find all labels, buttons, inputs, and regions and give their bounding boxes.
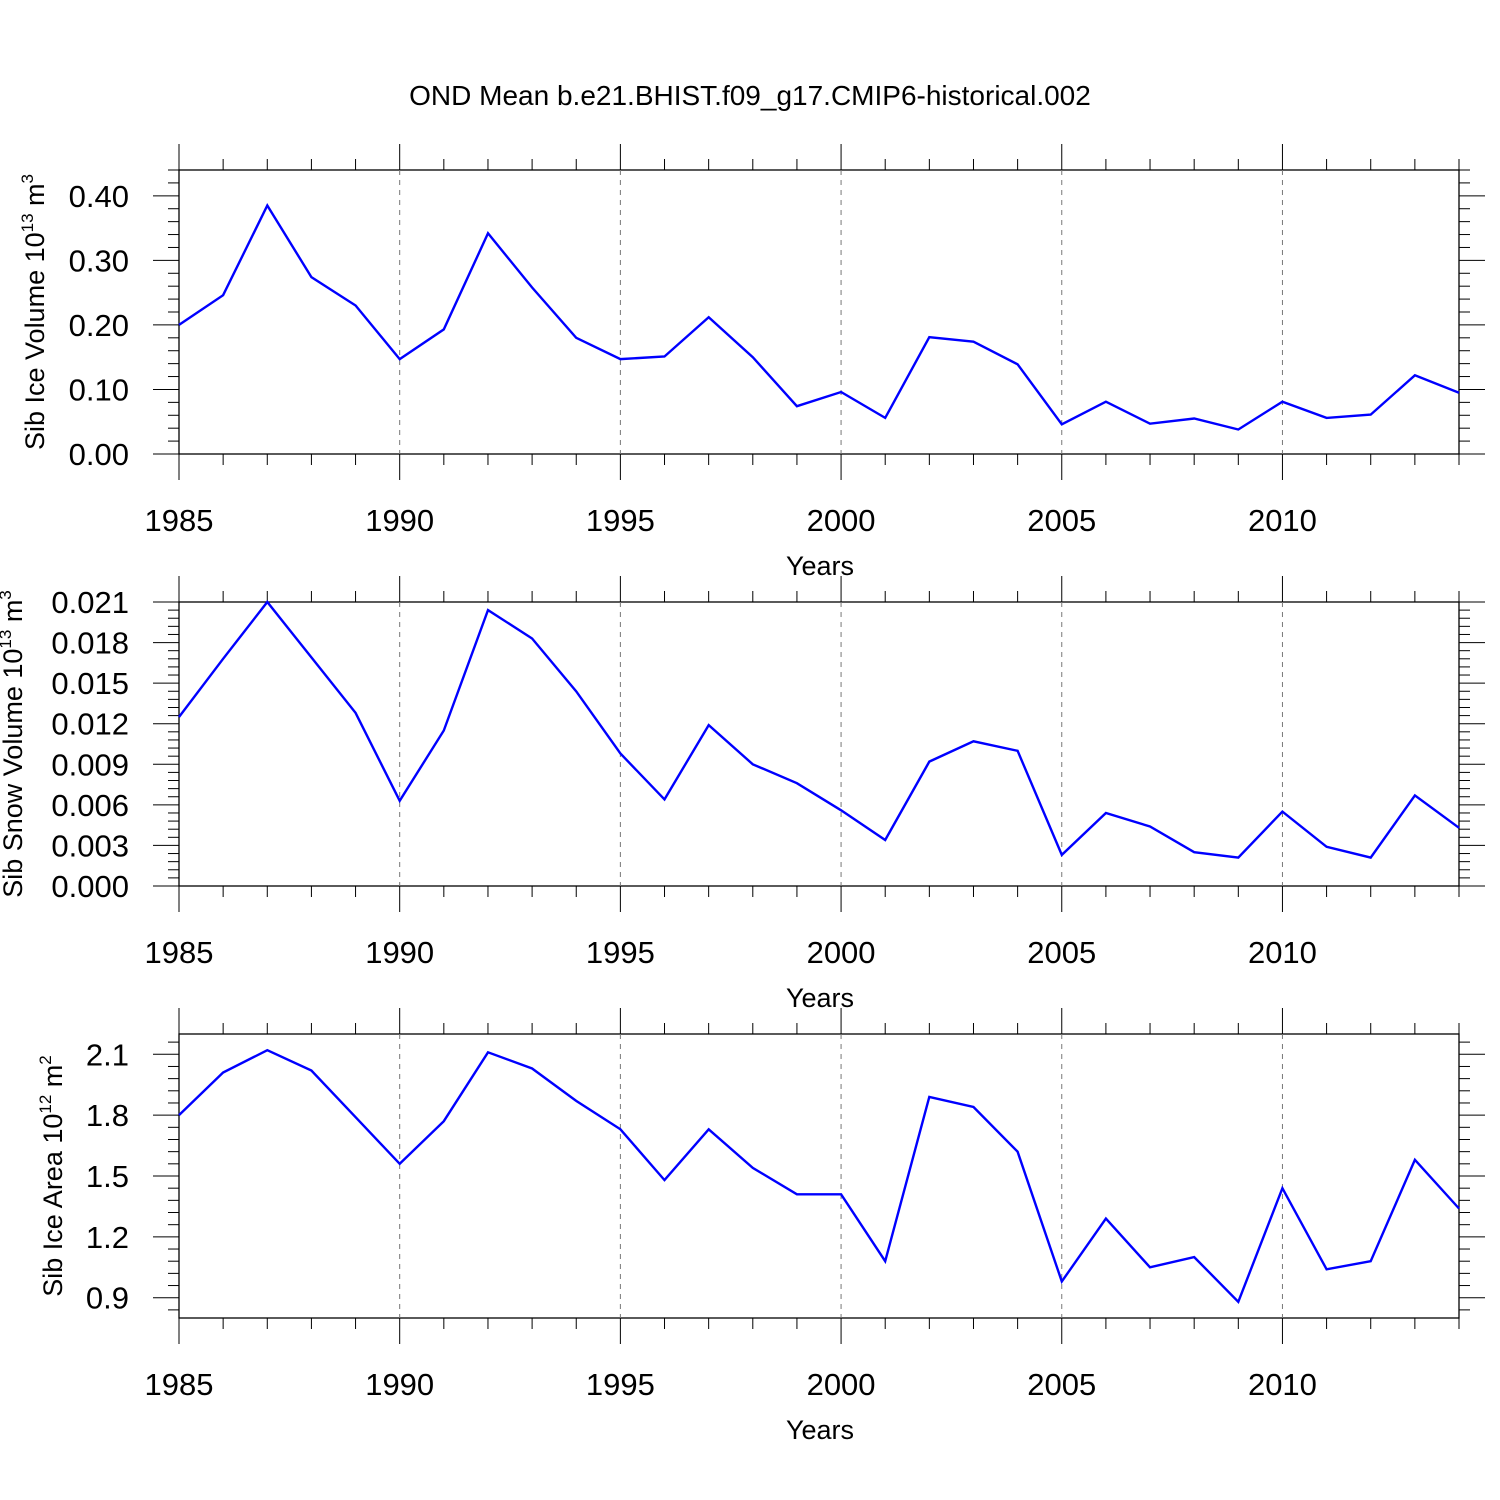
x-tick-label: 1995 (586, 935, 655, 970)
y-tick-label: 1.8 (86, 1098, 129, 1133)
y-tick-label: 2.1 (86, 1037, 129, 1072)
panel-snow-volume: 1985 1990 1995 2000 2005 2010 0.000 0.003 0.006 0… (0, 576, 1485, 1013)
y-tick-label: 0.000 (51, 869, 129, 904)
y-tick-label: 0.021 (51, 585, 129, 620)
y-axis-title: Sib Ice Area 1012 m2 (36, 1055, 68, 1297)
x-tick-label: 2005 (1027, 935, 1096, 970)
x-tick-label: 1990 (365, 935, 434, 970)
x-axis-title: Years (786, 551, 854, 581)
x-tick-label: 2000 (807, 503, 876, 538)
x-tick-label: 2005 (1027, 503, 1096, 538)
x-tick-label: 1985 (145, 935, 214, 970)
y-tick-label: 0.018 (51, 626, 129, 661)
x-tick-label: 2010 (1248, 935, 1317, 970)
y-tick-label: 0.012 (51, 707, 129, 742)
x-tick-label: 2000 (807, 935, 876, 970)
x-axis-title: Years (786, 983, 854, 1013)
y-tick-label: 0.006 (51, 788, 129, 823)
y-tick-label: 0.40 (69, 179, 129, 214)
y-tick-label: 0.015 (51, 666, 129, 701)
x-tick-label: 2005 (1027, 1367, 1096, 1402)
y-tick-label: 0.10 (69, 372, 129, 407)
x-axis-title: Years (786, 1415, 854, 1445)
y-tick-label: 0.009 (51, 747, 129, 782)
series-line (178, 600, 1460, 859)
x-tick-label: 2010 (1248, 503, 1317, 538)
x-tick-label: 1990 (365, 503, 434, 538)
y-tick-label: 1.5 (86, 1159, 129, 1194)
plot-frame (178, 601, 1460, 887)
y-tick-label: 0.00 (69, 437, 129, 472)
x-tick-label: 2000 (807, 1367, 876, 1402)
series-line (178, 1048, 1460, 1304)
x-tick-label: 1995 (586, 1367, 655, 1402)
x-tick-label: 1990 (365, 1367, 434, 1402)
panel-ice-volume: 1985 1990 1995 2000 2005 2010 0.00 0.10 0.20 0.30… (18, 144, 1485, 581)
plot-frame (178, 1033, 1460, 1319)
y-tick-label: 0.30 (69, 243, 129, 278)
chart-title: OND Mean b.e21.BHIST.f09_g17.CMIP6-histo… (409, 80, 1091, 111)
y-tick-label: 0.20 (69, 308, 129, 343)
x-tick-label: 1995 (586, 503, 655, 538)
y-tick-label: 0.003 (51, 828, 129, 863)
x-tick-label: 1985 (145, 503, 214, 538)
x-tick-label: 1985 (145, 1367, 214, 1402)
series-line (178, 203, 1460, 431)
x-tick-label: 2010 (1248, 1367, 1317, 1402)
y-axis-title: Sib Ice Volume 1013 m3 (18, 174, 50, 450)
y-axis-title: Sib Snow Volume 1013 m3 (0, 590, 28, 898)
y-tick-label: 0.9 (86, 1281, 129, 1316)
y-tick-label: 1.2 (86, 1220, 129, 1255)
panel-ice-area: 1985 1990 1995 2000 2005 2010 0.9 1.2 1.5 1.8 2.1 Y… (36, 1008, 1485, 1445)
